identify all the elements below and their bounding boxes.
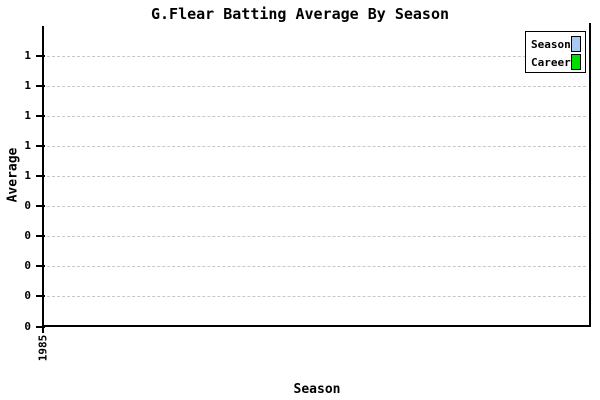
gridline bbox=[47, 266, 586, 268]
y-tick-label: 0 bbox=[24, 319, 31, 333]
x-tick-label: 1985 bbox=[36, 334, 50, 362]
y-tick-label: 0 bbox=[24, 229, 31, 243]
legend-swatch-season bbox=[570, 36, 581, 52]
y-tick-label: 1 bbox=[24, 48, 31, 62]
gridline bbox=[47, 55, 586, 57]
gridline bbox=[47, 236, 586, 238]
y-axis-tick bbox=[36, 114, 45, 117]
legend-label-career: Career bbox=[531, 55, 571, 69]
y-axis-tick bbox=[36, 325, 45, 328]
gridline bbox=[47, 145, 586, 147]
y-axis-tick bbox=[36, 144, 45, 147]
y-tick-label: 1 bbox=[24, 108, 31, 122]
legend-item-career: Career bbox=[531, 53, 581, 71]
y-axis-tick bbox=[36, 265, 45, 268]
gridline bbox=[47, 206, 586, 208]
legend-swatch-career bbox=[570, 54, 581, 70]
y-axis-tick bbox=[36, 295, 45, 298]
legend-item-season: Season bbox=[531, 35, 581, 53]
legend-label-season: Season bbox=[531, 37, 571, 51]
y-tick-label: 0 bbox=[24, 259, 31, 273]
plot-right-border bbox=[589, 23, 591, 327]
y-tick-label: 0 bbox=[24, 289, 31, 303]
y-axis-tick bbox=[36, 235, 45, 238]
x-axis-title: Season bbox=[293, 382, 341, 397]
gridline bbox=[47, 296, 586, 298]
y-tick-label: 1 bbox=[24, 78, 31, 92]
chart-title: G.Flear Batting Average By Season bbox=[150, 5, 449, 23]
y-axis-tick bbox=[36, 84, 45, 87]
y-axis-tick bbox=[36, 174, 45, 177]
y-axis-tick bbox=[36, 205, 45, 208]
y-tick-label: 0 bbox=[24, 199, 31, 213]
gridline bbox=[47, 175, 586, 177]
gridline bbox=[47, 115, 586, 117]
x-axis-tick bbox=[42, 327, 44, 333]
y-tick-label: 1 bbox=[24, 138, 31, 152]
y-axis-tick bbox=[36, 54, 45, 57]
legend: Season Career bbox=[525, 31, 586, 73]
y-tick-label: 1 bbox=[24, 168, 31, 182]
x-axis-line bbox=[42, 325, 591, 327]
gridline bbox=[47, 85, 586, 87]
